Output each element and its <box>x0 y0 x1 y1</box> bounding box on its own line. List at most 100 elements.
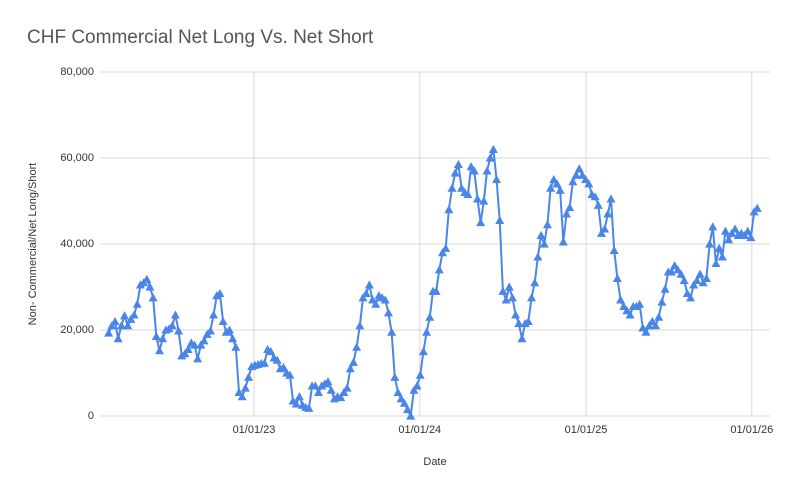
marker <box>364 280 374 289</box>
marker <box>126 314 136 323</box>
marker <box>504 282 514 291</box>
marker <box>189 340 199 349</box>
marker <box>495 215 505 224</box>
marker <box>180 349 190 358</box>
marker <box>205 326 215 335</box>
marker <box>199 336 209 345</box>
marker <box>479 196 489 205</box>
marker <box>215 288 225 298</box>
y-tick-label: 60,000 <box>60 152 94 164</box>
marker <box>304 403 314 412</box>
marker <box>724 235 734 244</box>
y-tick-label: 80,000 <box>60 66 94 78</box>
marker <box>498 286 508 295</box>
marker <box>539 239 549 248</box>
marker <box>104 328 114 337</box>
marker <box>476 218 486 227</box>
marker <box>558 237 568 246</box>
marker <box>596 228 606 237</box>
marker <box>294 392 304 401</box>
marker <box>148 293 158 302</box>
marker <box>174 326 184 335</box>
marker <box>469 166 479 175</box>
x-tick-label: 01/01/23 <box>233 424 276 436</box>
marker <box>387 327 397 336</box>
marker <box>383 308 393 317</box>
marker <box>361 288 371 298</box>
marker <box>120 311 130 320</box>
marker <box>285 370 295 379</box>
marker <box>231 342 241 351</box>
marker <box>654 312 664 321</box>
x-tick-label: 01/01/26 <box>730 424 773 436</box>
marker <box>113 334 123 343</box>
marker <box>727 228 737 237</box>
marker <box>565 202 575 212</box>
marker <box>142 274 152 283</box>
marker <box>485 153 495 162</box>
marker <box>313 387 323 396</box>
marker <box>635 299 645 308</box>
marker <box>714 243 724 252</box>
marker <box>237 392 247 401</box>
marker <box>705 239 715 248</box>
marker <box>116 321 126 330</box>
marker <box>593 200 603 209</box>
marker <box>536 230 546 239</box>
marker <box>403 405 413 414</box>
marker <box>167 321 177 330</box>
marker <box>523 316 533 325</box>
marker <box>132 299 142 308</box>
marker <box>406 411 416 420</box>
marker <box>695 269 705 278</box>
marker <box>412 381 422 390</box>
marker <box>641 327 651 336</box>
marker <box>244 372 254 381</box>
marker <box>193 354 203 363</box>
marker <box>743 226 753 235</box>
x-axis-label: Date <box>423 456 446 468</box>
x-tick-label: 01/01/25 <box>565 424 608 436</box>
marker <box>409 385 419 394</box>
marker <box>380 295 390 304</box>
marker <box>603 209 613 218</box>
marker <box>431 286 441 295</box>
marker <box>590 192 600 201</box>
marker <box>625 310 635 319</box>
marker <box>342 383 352 392</box>
marker <box>434 265 444 274</box>
marker <box>527 293 537 302</box>
marker <box>345 364 355 373</box>
marker <box>660 284 670 293</box>
marker <box>472 194 482 203</box>
marker <box>571 170 581 179</box>
marker <box>339 387 349 396</box>
marker <box>422 327 432 336</box>
marker <box>279 362 289 372</box>
marker <box>323 377 333 386</box>
y-tick-label: 0 <box>88 410 94 422</box>
marker <box>562 209 572 218</box>
marker <box>666 267 676 276</box>
marker <box>209 310 219 319</box>
marker <box>453 159 463 169</box>
marker <box>259 358 269 367</box>
marker <box>151 331 161 341</box>
marker <box>679 276 689 285</box>
marker <box>145 282 155 291</box>
marker <box>390 372 400 381</box>
marker <box>609 245 619 255</box>
marker <box>711 258 721 267</box>
marker <box>514 319 524 328</box>
marker <box>689 280 699 289</box>
marker <box>651 321 661 330</box>
marker <box>272 355 282 364</box>
marker <box>310 381 320 390</box>
marker <box>746 233 756 242</box>
marker <box>606 194 616 203</box>
marker <box>444 205 454 214</box>
marker <box>708 222 718 231</box>
marker <box>600 224 610 233</box>
